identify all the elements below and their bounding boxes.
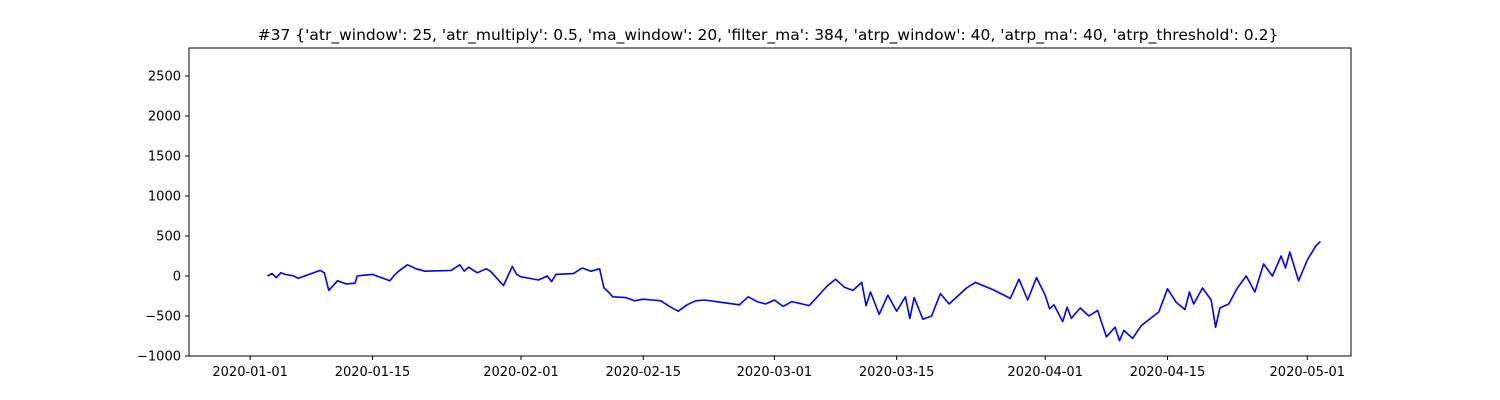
x-tick-label: 2020-01-01 [212, 365, 288, 380]
x-tick-label: 2020-01-15 [335, 365, 411, 380]
x-tick-label: 2020-02-01 [483, 365, 559, 380]
plot-frame [188, 47, 1352, 357]
y-tick-label: 500 [156, 230, 181, 245]
x-axis: 2020-01-01 2020-01-15 2020-02-01 2020-02-15… [212, 356, 1345, 380]
y-tick-label: 2000 [148, 110, 181, 125]
y-tick-label: 2500 [148, 70, 181, 85]
y-axis: −1000 −500 0 500 1000 1500 2000 2500 [137, 70, 189, 365]
y-tick-label: 0 [173, 270, 181, 285]
x-tick-label: 2020-04-01 [1007, 365, 1083, 380]
y-tick-label: −1000 [137, 350, 181, 365]
y-tick-label: 1500 [148, 150, 181, 165]
chart-title: #37 {'atr_window': 25, 'atr_multiply': 0… [258, 26, 1279, 45]
x-tick-label: 2020-02-15 [606, 365, 682, 380]
y-tick-label: −500 [145, 310, 181, 325]
y-tick-label: 1000 [148, 190, 181, 205]
x-tick-label: 2020-05-01 [1270, 365, 1346, 380]
series-line [267, 241, 1321, 342]
x-tick-label: 2020-03-15 [859, 365, 935, 380]
series-layer [267, 241, 1321, 342]
x-tick-label: 2020-04-15 [1130, 365, 1206, 380]
x-tick-label: 2020-03-01 [737, 365, 813, 380]
